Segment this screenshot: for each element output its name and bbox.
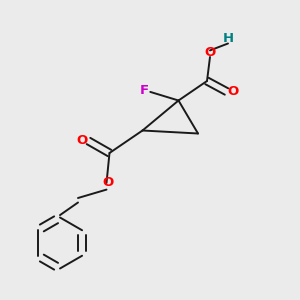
- Text: O: O: [102, 176, 114, 190]
- Text: H: H: [222, 32, 234, 46]
- Text: O: O: [204, 46, 216, 59]
- Text: O: O: [76, 134, 88, 148]
- Text: O: O: [227, 85, 239, 98]
- Text: F: F: [140, 83, 148, 97]
